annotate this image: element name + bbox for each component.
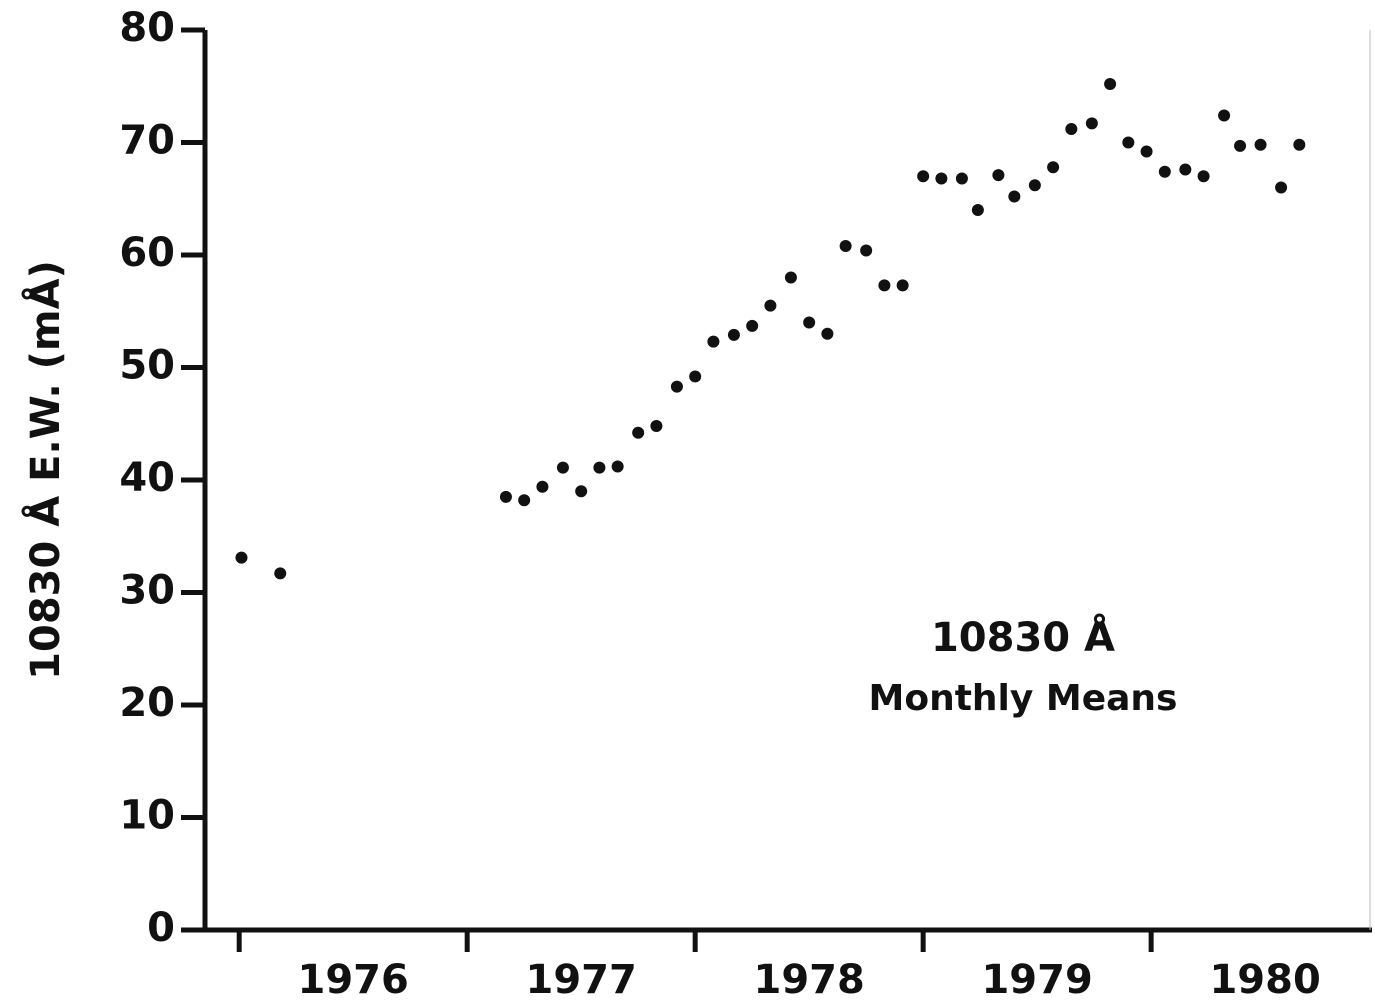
point xyxy=(1008,190,1021,203)
point xyxy=(1158,165,1171,178)
point xyxy=(536,480,549,493)
point xyxy=(860,244,873,257)
point xyxy=(1065,123,1078,135)
point xyxy=(1104,78,1117,90)
point xyxy=(611,460,624,473)
point xyxy=(1293,138,1306,151)
point xyxy=(1234,139,1247,152)
y-tick-label: 20 xyxy=(119,680,175,726)
point xyxy=(274,567,287,580)
point xyxy=(935,172,948,185)
annotation: 10830 Å xyxy=(931,612,1115,661)
point xyxy=(1275,181,1288,194)
point xyxy=(821,327,834,340)
y-tick-label: 0 xyxy=(147,905,175,951)
y-tick-label: 60 xyxy=(119,230,175,276)
point xyxy=(1179,163,1192,176)
point xyxy=(499,490,512,503)
point xyxy=(632,426,645,439)
point xyxy=(235,551,248,564)
point xyxy=(593,461,606,474)
point xyxy=(1197,170,1210,183)
y-tick-label: 80 xyxy=(119,5,175,51)
point xyxy=(784,271,797,284)
point xyxy=(955,172,968,185)
point xyxy=(803,316,816,329)
point xyxy=(1047,161,1060,174)
annotation: Monthly Means xyxy=(869,678,1178,719)
point xyxy=(1085,117,1098,130)
x-tick-label: 1979 xyxy=(981,957,1092,1003)
point xyxy=(878,279,891,292)
point xyxy=(764,299,777,312)
point xyxy=(689,370,702,383)
point xyxy=(1140,145,1153,158)
point xyxy=(727,328,740,341)
point xyxy=(518,494,531,507)
y-tick-label: 50 xyxy=(119,343,175,389)
y-tick-label: 30 xyxy=(119,568,175,614)
x-tick-label: 1976 xyxy=(298,957,409,1003)
y-tick-label: 10 xyxy=(119,793,175,839)
point xyxy=(1254,138,1267,151)
point xyxy=(1122,136,1135,149)
x-tick-label: 1977 xyxy=(526,957,637,1003)
point xyxy=(1028,179,1041,192)
x-tick-label: 1978 xyxy=(753,957,864,1003)
y-axis-label: 10830 Å E.W. (mÅ) xyxy=(20,260,69,680)
y-tick-label: 70 xyxy=(119,118,175,164)
point xyxy=(650,420,663,432)
point xyxy=(707,335,720,348)
point xyxy=(896,279,909,292)
point xyxy=(556,461,569,474)
point xyxy=(1218,109,1231,122)
y-tick-label: 40 xyxy=(119,455,175,501)
point xyxy=(971,204,984,216)
point xyxy=(992,169,1005,182)
point xyxy=(917,170,930,183)
point xyxy=(670,380,683,393)
point xyxy=(839,240,852,252)
point xyxy=(575,485,588,498)
point xyxy=(746,319,759,332)
x-tick-label: 1980 xyxy=(1209,957,1320,1003)
